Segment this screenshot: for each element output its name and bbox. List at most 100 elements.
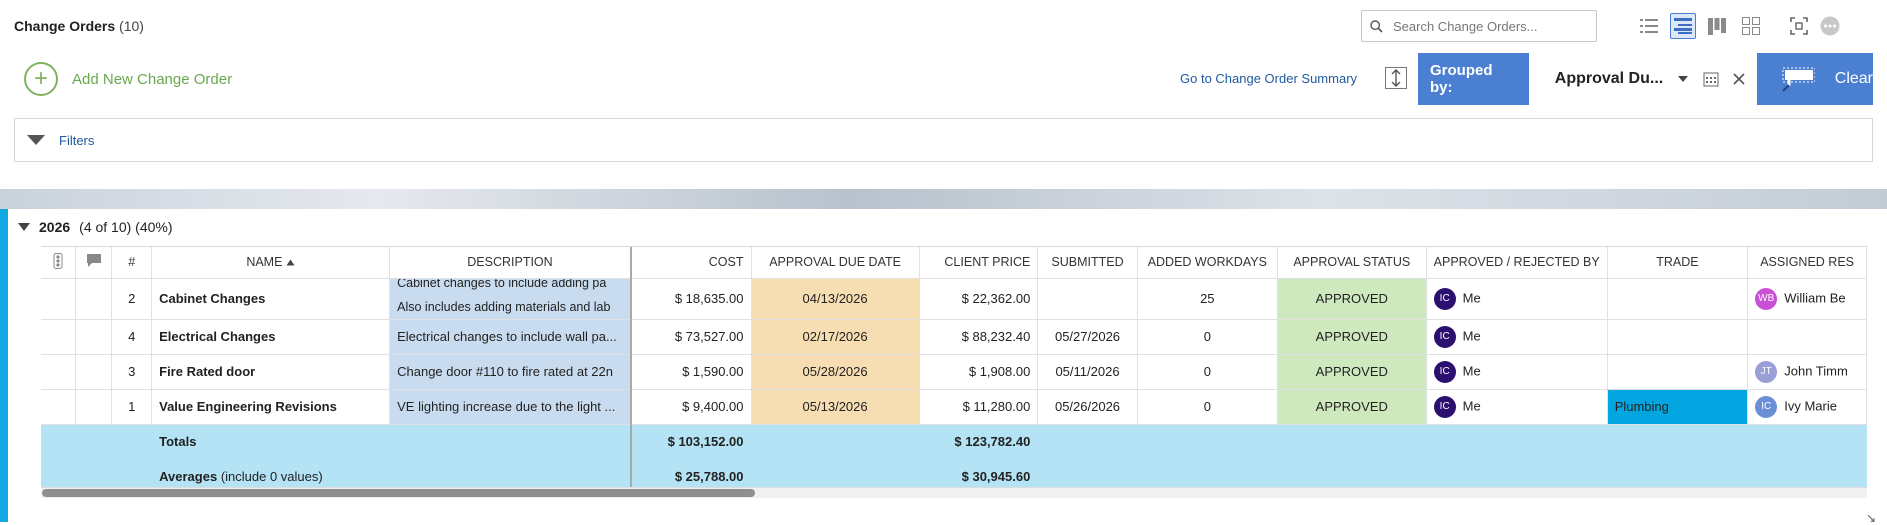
fullscreen-button[interactable] bbox=[1786, 13, 1812, 39]
name-cell[interactable]: Fire Rated door bbox=[151, 354, 391, 390]
table-row[interactable]: 1 Value Engineering Revisions VE lightin… bbox=[41, 389, 1867, 425]
background-banner bbox=[0, 189, 1887, 209]
added-workdays-cell: 0 bbox=[1137, 389, 1278, 425]
assigned-cell[interactable]: WB William Be bbox=[1747, 278, 1867, 320]
filters-toggle[interactable]: Filters bbox=[14, 118, 1873, 162]
remove-grouping-icon[interactable] bbox=[1733, 73, 1745, 85]
column-header-name[interactable]: NAME bbox=[151, 247, 391, 279]
number-cell: 2 bbox=[111, 278, 153, 320]
column-header-assigned[interactable]: ASSIGNED RES bbox=[1747, 247, 1867, 279]
table-row[interactable]: 2 Cabinet Changes Cabinet changes to inc… bbox=[41, 278, 1867, 320]
column-header-submitted[interactable]: SUBMITTED bbox=[1037, 247, 1138, 279]
name-cell[interactable]: Value Engineering Revisions bbox=[151, 389, 391, 425]
group-title: 2026 bbox=[39, 219, 71, 235]
indicator-cell[interactable] bbox=[41, 319, 77, 355]
column-header-approval-due-date[interactable]: APPROVAL DUE DATE bbox=[751, 247, 920, 279]
column-header-client-price[interactable]: CLIENT PRICE bbox=[919, 247, 1039, 279]
description-cell[interactable]: VE lighting increase due to the light ..… bbox=[389, 389, 632, 425]
submitted-cell bbox=[1037, 278, 1138, 320]
trade-cell[interactable] bbox=[1607, 319, 1749, 355]
column-header-comments[interactable] bbox=[75, 247, 113, 279]
horizontal-scrollbar[interactable] bbox=[41, 487, 1867, 498]
table-row[interactable]: 3 Fire Rated door Change door #110 to fi… bbox=[41, 354, 1867, 390]
column-header-added-workdays[interactable]: ADDED WORKDAYS bbox=[1137, 247, 1278, 279]
description-cell[interactable]: Cabinet changes to include adding pa Als… bbox=[389, 278, 632, 320]
name-cell[interactable]: Cabinet Changes bbox=[151, 278, 391, 320]
comments-cell[interactable] bbox=[75, 319, 113, 355]
scrollbar-thumb[interactable] bbox=[42, 489, 755, 497]
approved-by-cell[interactable]: IC Me bbox=[1426, 278, 1608, 320]
table-row[interactable]: 4 Electrical Changes Electrical changes … bbox=[41, 319, 1867, 355]
name-cell[interactable]: Electrical Changes bbox=[151, 319, 391, 355]
grouped-list-view-button[interactable] bbox=[1670, 13, 1696, 39]
search-icon bbox=[1370, 19, 1383, 33]
number-cell: 3 bbox=[111, 354, 153, 390]
top-panel: Change Orders (10) bbox=[0, 0, 1887, 191]
approved-by-cell[interactable]: IC Me bbox=[1426, 354, 1608, 390]
add-change-order-label: Add New Change Order bbox=[72, 70, 233, 88]
column-header-approval-status[interactable]: APPROVAL STATUS bbox=[1277, 247, 1427, 279]
search-input[interactable] bbox=[1391, 17, 1581, 35]
group-by-select[interactable]: Approval Du... bbox=[1528, 53, 1757, 105]
approval-status-cell[interactable]: APPROVED bbox=[1277, 354, 1427, 390]
column-header-trade[interactable]: TRADE bbox=[1607, 247, 1749, 279]
avatar: IC bbox=[1433, 287, 1456, 310]
number-cell: 1 bbox=[111, 389, 153, 425]
column-header-indicator[interactable] bbox=[41, 247, 77, 279]
column-header-number[interactable]: # bbox=[111, 247, 153, 279]
approval-status-cell[interactable]: APPROVED bbox=[1277, 389, 1427, 425]
avatar: JT bbox=[1755, 360, 1778, 383]
submitted-cell: 05/26/2026 bbox=[1037, 389, 1138, 425]
tile-view-button[interactable] bbox=[1738, 13, 1764, 39]
calendar-icon[interactable] bbox=[1703, 71, 1719, 87]
page-title-count: (10) bbox=[119, 18, 144, 34]
trade-cell[interactable]: Plumbing bbox=[1607, 389, 1749, 425]
resize-grip-icon[interactable]: ↘ bbox=[1866, 511, 1877, 525]
group-header[interactable]: 2026 (4 of 10) (40%) bbox=[18, 219, 173, 235]
dropdown-arrow-icon[interactable] bbox=[1677, 75, 1689, 83]
description-cell[interactable]: Electrical changes to include wall pa... bbox=[389, 319, 632, 355]
column-header-cost[interactable]: COST bbox=[630, 247, 752, 279]
add-change-order-button[interactable]: + Add New Change Order bbox=[24, 62, 232, 96]
approval-due-date-cell[interactable]: 05/13/2026 bbox=[751, 389, 920, 425]
assigned-cell[interactable] bbox=[1747, 319, 1867, 355]
assigned-cell[interactable]: IC Ivy Marie bbox=[1747, 389, 1867, 425]
approval-due-date-cell[interactable]: 05/28/2026 bbox=[751, 354, 920, 390]
comments-cell[interactable] bbox=[75, 354, 113, 390]
comments-cell[interactable] bbox=[75, 389, 113, 425]
collapse-group-icon[interactable] bbox=[18, 223, 30, 231]
comments-cell[interactable] bbox=[75, 278, 113, 320]
search-box[interactable] bbox=[1361, 10, 1597, 42]
column-header-approved-by[interactable]: APPROVED / REJECTED BY bbox=[1426, 247, 1608, 279]
clear-grouping-button[interactable]: Clear bbox=[1757, 66, 1873, 92]
approved-by-cell[interactable]: IC Me bbox=[1426, 389, 1608, 425]
column-header-description[interactable]: DESCRIPTION bbox=[389, 247, 632, 279]
paint-roller-icon bbox=[1782, 67, 1815, 92]
more-options-button[interactable] bbox=[1817, 13, 1843, 39]
totals-client-price: $ 123,782.40 bbox=[919, 424, 1039, 460]
trade-cell[interactable] bbox=[1607, 278, 1749, 320]
description-line: Also includes adding materials and lab bbox=[397, 299, 611, 314]
list-view-button[interactable] bbox=[1636, 13, 1662, 39]
description-cell[interactable]: Change door #110 to fire rated at 22n bbox=[389, 354, 632, 390]
avatar: IC bbox=[1433, 395, 1456, 418]
approval-status-cell[interactable]: APPROVED bbox=[1277, 278, 1427, 320]
trade-cell[interactable] bbox=[1607, 354, 1749, 390]
approver-name: Me bbox=[1462, 289, 1481, 305]
indicator-cell[interactable] bbox=[41, 278, 77, 320]
filters-label: Filters bbox=[59, 132, 95, 148]
indicator-cell[interactable] bbox=[41, 389, 77, 425]
grouped-list-icon bbox=[1674, 18, 1692, 34]
expand-collapse-button[interactable] bbox=[1385, 67, 1407, 89]
board-view-button[interactable] bbox=[1704, 13, 1730, 39]
submitted-cell: 05/11/2026 bbox=[1037, 354, 1138, 390]
change-order-summary-link[interactable]: Go to Change Order Summary bbox=[1180, 71, 1358, 86]
approval-due-date-cell[interactable]: 04/13/2026 bbox=[751, 278, 920, 320]
approval-status-cell[interactable]: APPROVED bbox=[1277, 319, 1427, 355]
assigned-cell[interactable]: JT John Timm bbox=[1747, 354, 1867, 390]
client-price-cell: $ 22,362.00 bbox=[919, 278, 1039, 320]
indicator-cell[interactable] bbox=[41, 354, 77, 390]
approval-due-date-cell[interactable]: 02/17/2026 bbox=[751, 319, 920, 355]
change-orders-table: # NAME DESCRIPTION COST APPROVAL DUE DAT… bbox=[41, 247, 1867, 495]
approved-by-cell[interactable]: IC Me bbox=[1426, 319, 1608, 355]
